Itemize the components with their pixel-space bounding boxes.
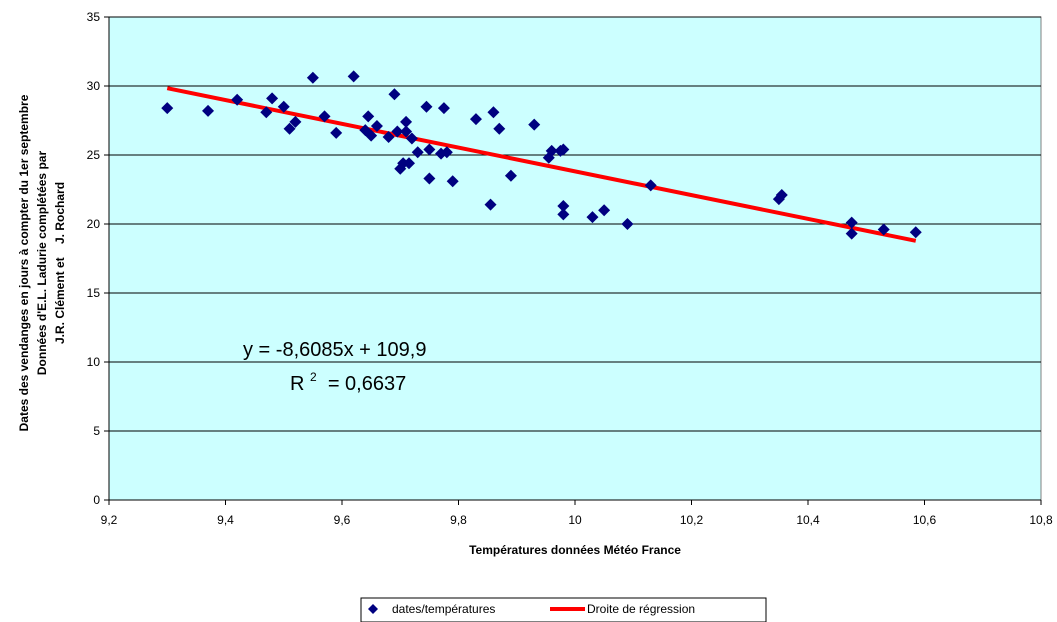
legend: dates/températures Droite de régression [360, 597, 767, 622]
data-point [161, 102, 174, 115]
y-tick-label: 15 [87, 286, 101, 300]
data-point [391, 125, 404, 138]
data-point [318, 110, 331, 123]
data-point [423, 172, 436, 185]
data-point [423, 143, 436, 156]
data-point [877, 223, 890, 236]
data-point [440, 146, 453, 159]
data-point [420, 100, 433, 113]
data-point [402, 157, 415, 170]
data-point [202, 104, 215, 117]
plot-area [108, 16, 1042, 501]
x-tick-label: 10,4 [796, 513, 820, 527]
x-tick-label: 10,6 [913, 513, 937, 527]
data-point [437, 102, 450, 115]
data-point [586, 211, 599, 224]
data-point [484, 198, 497, 211]
r-squared-value: = 0,6637 [322, 373, 406, 395]
data-point [266, 92, 279, 105]
r-squared-superscript: 2 [310, 370, 317, 384]
data-point [231, 93, 244, 106]
y-tick-label: 0 [93, 493, 100, 507]
data-point [347, 70, 360, 83]
data-point [557, 208, 570, 221]
x-axis-title: Températures données Météo France [469, 543, 681, 557]
x-tick-label: 9,8 [450, 513, 467, 527]
regression-equation: y = -8,6085x + 109,9 [243, 339, 426, 361]
data-point [365, 129, 378, 142]
x-tick-label: 9,2 [101, 513, 118, 527]
data-point [289, 115, 302, 128]
x-tick-label: 10,8 [1029, 513, 1053, 527]
x-tick-label: 10,2 [680, 513, 704, 527]
data-point [545, 144, 558, 157]
r-squared-prefix: R [290, 373, 304, 395]
y-axis-title: Dates des vendanges en jours à compter d… [17, 94, 67, 431]
data-point [528, 118, 541, 131]
y-tick-label: 35 [87, 10, 101, 24]
legend-item-scatter: dates/températures [392, 602, 495, 616]
y-tick-label: 20 [87, 217, 101, 231]
y-tick-label: 25 [87, 148, 101, 162]
gridlines [109, 16, 1041, 432]
data-point [493, 122, 506, 135]
data-point [598, 204, 611, 217]
legend-diamond-icon [368, 604, 378, 614]
x-tick-label: 9,6 [334, 513, 351, 527]
data-point [306, 71, 319, 84]
x-axis: 9,2 9,4 9,6 9,8 10 10,2 10,4 10,6 10,8 [101, 499, 1053, 527]
data-point [557, 143, 570, 156]
regression-line [166, 86, 917, 243]
data-point [400, 115, 413, 128]
y-tick-label: 10 [87, 355, 101, 369]
data-point [909, 226, 922, 239]
data-point [400, 125, 413, 138]
data-point [370, 120, 383, 133]
r-squared: R 2 = 0,6637 [290, 364, 406, 395]
y-axis-title-line-1: Dates des vendanges en jours à compter d… [17, 94, 31, 431]
y-axis: 0 5 10 15 20 25 30 35 [87, 10, 110, 507]
data-point [277, 100, 290, 113]
data-point [388, 88, 401, 101]
legend-item-regression: Droite de régression [587, 602, 695, 616]
data-point [330, 126, 343, 139]
data-point [644, 179, 657, 192]
y-tick-label: 5 [93, 424, 100, 438]
data-point [845, 227, 858, 240]
data-point [362, 110, 375, 123]
data-point [260, 106, 273, 119]
scatter-points [161, 70, 922, 240]
y-axis-title-line-2: Données d'E.L. Ladurie complétées par [35, 151, 49, 376]
data-point [405, 132, 418, 145]
data-point [411, 146, 424, 159]
data-point [504, 169, 517, 182]
x-tick-label: 9,4 [217, 513, 234, 527]
data-point [621, 218, 634, 230]
x-tick-label: 10 [568, 513, 582, 527]
data-point [557, 200, 570, 213]
regression-line-group [166, 86, 917, 243]
data-point [446, 175, 459, 188]
y-axis-title-line-3: J.R. Clément et J. Rochard [53, 182, 67, 344]
data-point [382, 131, 395, 144]
data-point [283, 122, 296, 135]
data-point [487, 106, 500, 119]
data-point [775, 189, 788, 202]
y-tick-label: 30 [87, 79, 101, 93]
data-point [845, 216, 858, 229]
data-point [469, 113, 482, 126]
